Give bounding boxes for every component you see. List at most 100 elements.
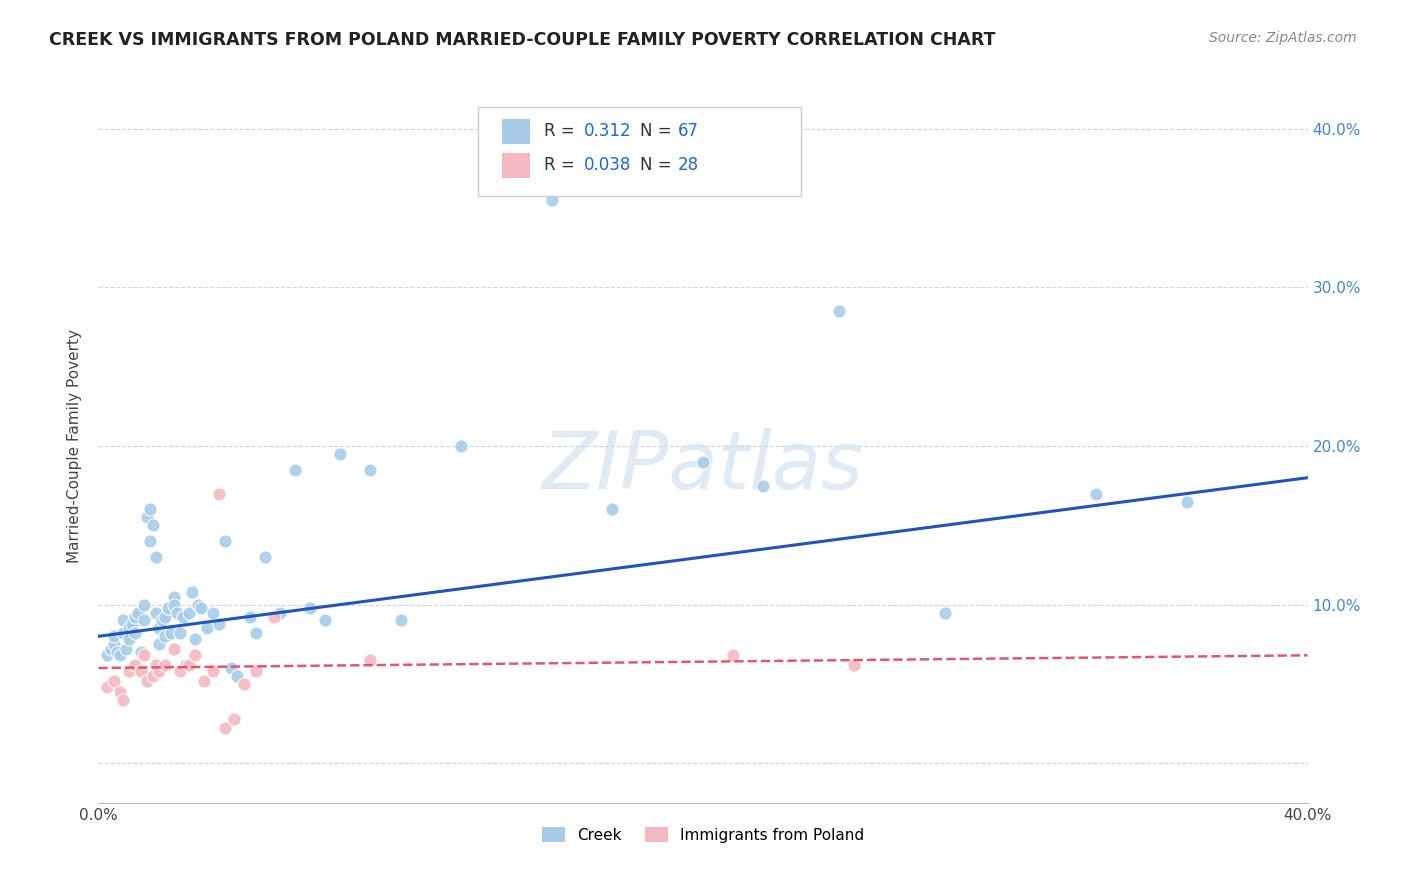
Point: [184, 648, 207, 663]
Point: [208, 486, 231, 500]
Point: [153, 657, 176, 672]
Point: [314, 614, 336, 628]
Point: [181, 585, 204, 599]
Point: [179, 606, 201, 620]
Text: 67: 67: [678, 122, 699, 140]
Point: [135, 673, 157, 688]
Point: [174, 657, 197, 672]
Text: R =: R =: [544, 156, 581, 174]
Point: [145, 549, 167, 564]
Point: [226, 669, 249, 683]
Point: [163, 590, 186, 604]
Point: [132, 614, 155, 628]
Point: [124, 657, 146, 672]
Point: [221, 661, 243, 675]
Text: N =: N =: [640, 156, 676, 174]
Text: R =: R =: [544, 122, 581, 140]
Point: [103, 637, 125, 651]
Point: [148, 621, 170, 635]
Point: [253, 549, 276, 564]
Point: [145, 606, 167, 620]
Point: [127, 606, 149, 620]
Point: [752, 478, 775, 492]
Point: [108, 648, 131, 663]
Point: [245, 664, 267, 678]
Point: [269, 606, 291, 620]
Point: [602, 502, 624, 516]
Point: [190, 600, 212, 615]
Point: [111, 626, 134, 640]
Point: [193, 673, 215, 688]
Point: [214, 534, 236, 549]
Point: [299, 600, 322, 615]
Point: [108, 685, 131, 699]
Point: [934, 606, 956, 620]
Point: [163, 642, 186, 657]
Point: [145, 657, 167, 672]
Point: [232, 677, 254, 691]
Point: [148, 664, 170, 678]
Point: [139, 502, 162, 516]
Point: [1175, 494, 1198, 508]
Point: [132, 598, 155, 612]
Point: [96, 680, 118, 694]
Point: [153, 610, 176, 624]
Text: CREEK VS IMMIGRANTS FROM POLAND MARRIED-COUPLE FAMILY POVERTY CORRELATION CHART: CREEK VS IMMIGRANTS FROM POLAND MARRIED-…: [49, 31, 995, 49]
Point: [132, 648, 155, 663]
Text: 0.038: 0.038: [583, 156, 631, 174]
Point: [156, 600, 179, 615]
Text: 28: 28: [678, 156, 699, 174]
Point: [208, 616, 231, 631]
Point: [100, 642, 122, 657]
Point: [142, 518, 165, 533]
Point: [103, 629, 125, 643]
Text: Source: ZipAtlas.com: Source: ZipAtlas.com: [1209, 31, 1357, 45]
Point: [179, 657, 201, 672]
Point: [135, 510, 157, 524]
Point: [245, 626, 267, 640]
Point: [202, 664, 225, 678]
Point: [153, 629, 176, 643]
Point: [239, 610, 262, 624]
Point: [124, 610, 146, 624]
Point: [723, 648, 745, 663]
Point: [150, 614, 173, 628]
Point: [118, 632, 141, 647]
Point: [124, 626, 146, 640]
Point: [214, 721, 236, 735]
Point: [202, 606, 225, 620]
Point: [166, 606, 188, 620]
Point: [360, 463, 382, 477]
Point: [692, 455, 714, 469]
Text: ZIPatlas: ZIPatlas: [541, 428, 865, 507]
Point: [389, 614, 412, 628]
Point: [450, 439, 472, 453]
Point: [139, 534, 162, 549]
Point: [105, 645, 128, 659]
Point: [224, 712, 246, 726]
Point: [172, 610, 194, 624]
Point: [114, 642, 136, 657]
Point: [169, 664, 191, 678]
Point: [111, 692, 134, 706]
Point: [103, 673, 125, 688]
Point: [118, 621, 141, 635]
Point: [96, 648, 118, 663]
Legend: Creek, Immigrants from Poland: Creek, Immigrants from Poland: [536, 821, 870, 848]
Point: [148, 637, 170, 651]
Point: [1085, 486, 1108, 500]
Point: [160, 626, 183, 640]
Point: [187, 598, 209, 612]
Point: [844, 657, 866, 672]
Y-axis label: Married-Couple Family Poverty: Married-Couple Family Poverty: [67, 329, 83, 563]
Point: [142, 669, 165, 683]
Point: [184, 632, 207, 647]
Point: [129, 664, 152, 678]
Point: [284, 463, 307, 477]
Point: [121, 616, 143, 631]
Point: [118, 664, 141, 678]
Point: [169, 626, 191, 640]
Point: [195, 621, 218, 635]
Point: [129, 645, 152, 659]
Point: [828, 304, 851, 318]
